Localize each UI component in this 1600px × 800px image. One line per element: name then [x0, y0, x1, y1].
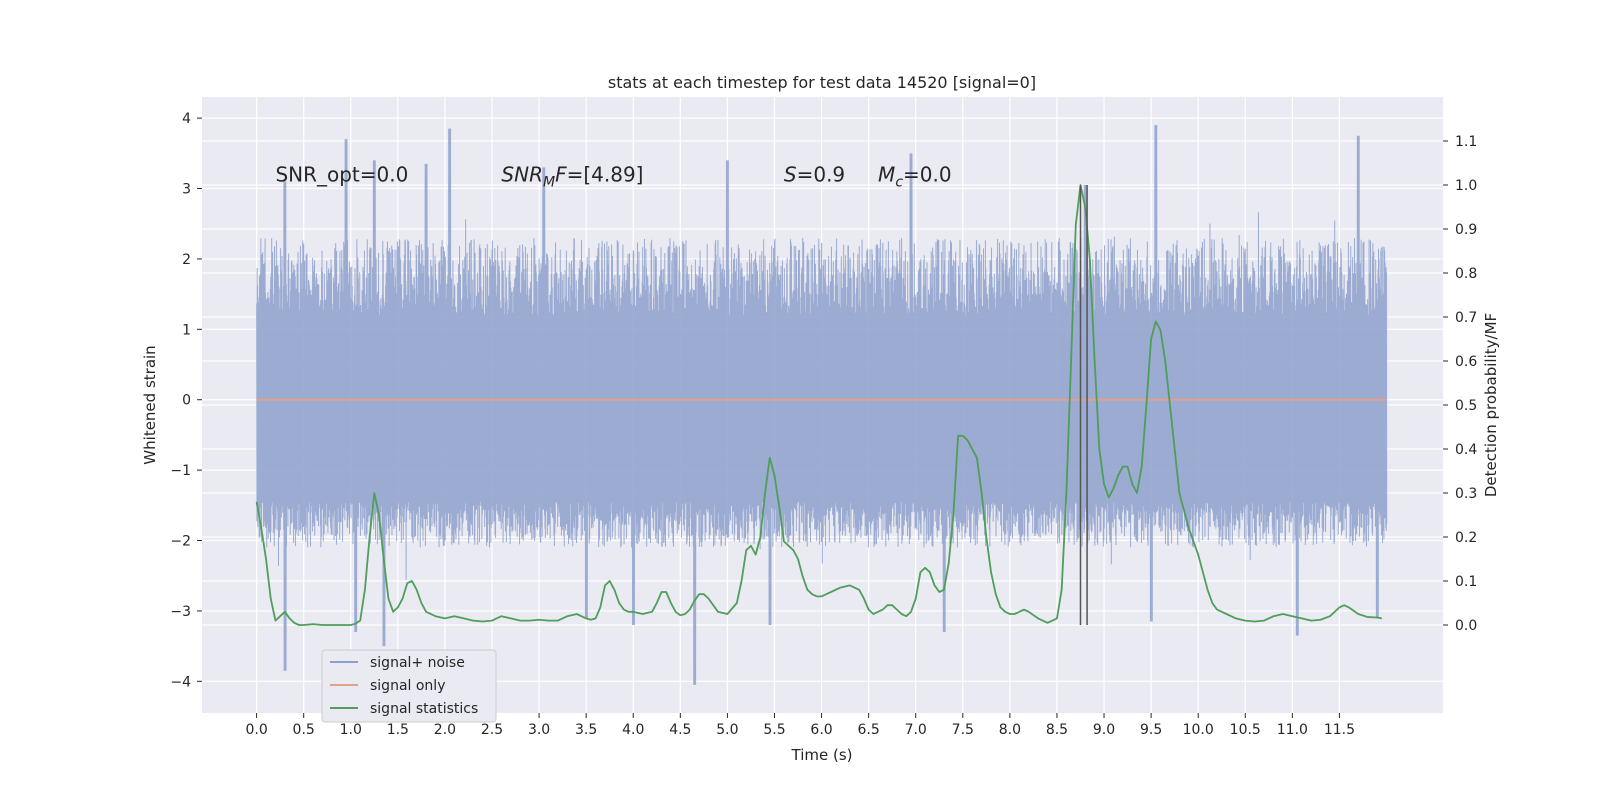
- x-tick-label: 4.5: [669, 722, 691, 738]
- legend-label-signal-only: signal only: [370, 678, 445, 694]
- y-tick-label: 4: [182, 111, 191, 127]
- ticks: 0.0 0.5 1.0 1.5 2.0 2.5 3.0 3.5 4.0 4.5 5.0 5.5 6.0 6…: [170, 111, 1477, 738]
- y-tick-label: −4: [170, 674, 191, 690]
- x-tick-label: 9.0: [1093, 722, 1115, 738]
- annotation-part: =0.0: [903, 162, 952, 186]
- legend-label-signal-statistics: signal statistics: [370, 701, 478, 717]
- annotation-part: SNR: [501, 162, 543, 186]
- y2-tick-label: 0.4: [1455, 442, 1477, 458]
- x-tick-label: 9.5: [1140, 722, 1162, 738]
- x-tick-label: 8.5: [1046, 722, 1068, 738]
- x-tick-label: 11.0: [1277, 722, 1308, 738]
- y2-tick-label: 0.6: [1455, 354, 1477, 370]
- y2-tick-label: 0.8: [1455, 266, 1477, 282]
- x-tick-label: 2.5: [481, 722, 503, 738]
- x-tick-label: 2.0: [434, 722, 456, 738]
- x-tick-label: 4.0: [622, 722, 644, 738]
- annotation-mc-value: Mc=0.0: [878, 162, 952, 190]
- y2-tick-label: 0.5: [1455, 398, 1477, 414]
- y-tick-label: 1: [182, 322, 191, 338]
- y-axis-label: Whitened strain: [141, 345, 159, 464]
- annotation-snr-mf: SNRMF=[4.89]: [501, 162, 643, 190]
- y2-tick-label: 1.0: [1455, 178, 1477, 194]
- x-tick-label: 0.5: [293, 722, 315, 738]
- y2-tick-label: 0.0: [1455, 618, 1477, 634]
- annotation-snr-opt: SNR_opt=0.0: [275, 162, 408, 186]
- y-tick-label: 3: [182, 182, 191, 198]
- chart-title: stats at each timestep for test data 145…: [608, 73, 1036, 92]
- legend: signal+ noise signal only signal statist…: [321, 649, 497, 723]
- annotation-part: =0.9: [797, 162, 846, 186]
- x-tick-label: 7.5: [952, 722, 974, 738]
- x-tick-label: 0.0: [245, 722, 267, 738]
- signal-noise-trace: [256, 125, 1388, 685]
- x-tick-label: 10.5: [1230, 722, 1261, 738]
- y2-tick-label: 0.2: [1455, 530, 1477, 546]
- y2-tick-label: 0.1: [1455, 574, 1477, 590]
- y2-tick-label: 0.9: [1455, 222, 1477, 238]
- legend-box: [321, 649, 497, 723]
- x-tick-label: 6.0: [810, 722, 832, 738]
- y2-tick-label: 0.3: [1455, 486, 1477, 502]
- annotation-part: M: [878, 162, 895, 186]
- y-tick-label: −2: [170, 534, 191, 550]
- annotation-part: =[4.89]: [567, 162, 644, 186]
- y-tick-label: −1: [170, 463, 191, 479]
- x-tick-label: 3.0: [528, 722, 550, 738]
- y2-tick-label: 0.7: [1455, 310, 1477, 326]
- x-tick-label: 5.5: [763, 722, 785, 738]
- x-tick-label: 8.0: [999, 722, 1021, 738]
- x-tick-label: 1.0: [340, 722, 362, 738]
- x-tick-label: 10.0: [1183, 722, 1214, 738]
- annotation-part: F: [555, 162, 567, 186]
- x-tick-label: 1.5: [387, 722, 409, 738]
- annotations: SNR_opt=0.0 SNRMF=[4.89] S=0.9 Mc=0.0: [275, 162, 951, 190]
- y2-tick-label: 1.1: [1455, 134, 1477, 150]
- annotation-part: SNR_opt=0.0: [275, 162, 408, 186]
- x-tick-label: 6.5: [858, 722, 880, 738]
- y-tick-label: −3: [170, 604, 191, 620]
- x-tick-label: 5.0: [716, 722, 738, 738]
- legend-label-signal-noise: signal+ noise: [370, 655, 465, 671]
- x-tick-label: 7.0: [905, 722, 927, 738]
- x-tick-label: 11.5: [1324, 722, 1355, 738]
- annotation-part: c: [895, 174, 903, 190]
- vertical-markers: [1079, 185, 1088, 625]
- x-axis-label: Time (s): [791, 746, 853, 764]
- y-tick-label: 2: [182, 252, 191, 268]
- annotation-part: M: [543, 174, 555, 190]
- series-lines: [255, 184, 1387, 626]
- y2-axis-label: Detection probability/MF: [1482, 313, 1500, 497]
- annotation-s-value: S=0.9: [784, 162, 845, 186]
- series-signal-noise: [256, 125, 1388, 685]
- y-tick-label: 0: [182, 393, 191, 409]
- annotation-part: S: [784, 162, 797, 186]
- signal-statistics-line: [255, 184, 1382, 626]
- x-tick-label: 3.5: [575, 722, 597, 738]
